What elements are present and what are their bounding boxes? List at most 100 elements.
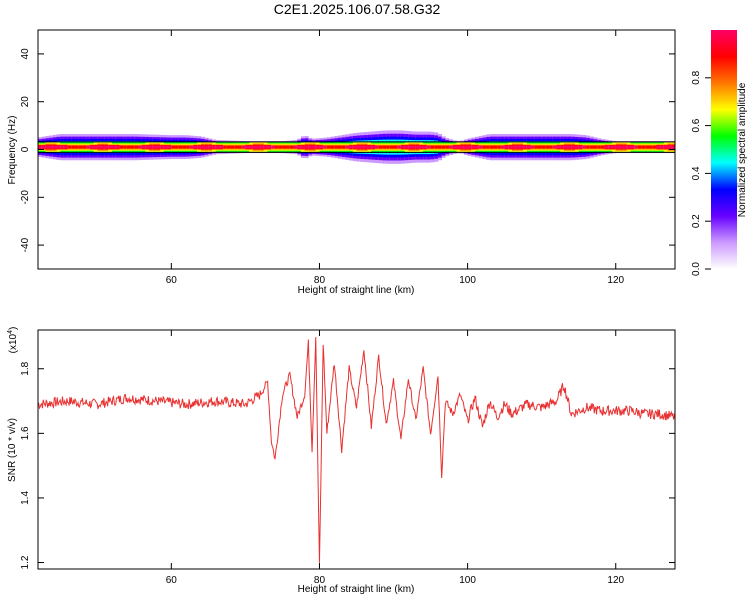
spectrogram-core-cell — [41, 145, 46, 149]
spectrogram-core-cell — [219, 145, 224, 149]
spectrogram-core-cell — [663, 145, 668, 149]
spectrogram-core-cell — [437, 145, 442, 149]
spectrogram-core-cell — [126, 145, 131, 149]
spectrogram-core-cell — [75, 145, 80, 149]
spectrogram-core-cell — [537, 145, 542, 149]
spectrogram-x-tick-label: 120 — [607, 275, 624, 286]
spectrogram-core-cell — [400, 145, 405, 149]
spectrogram-core-cell — [163, 145, 168, 149]
spectrogram-core-cell — [323, 145, 328, 149]
colorbar-ticks: 0.0 0.2 0.4 0.6 0.8 — [691, 70, 711, 276]
spectrogram-x-tick-label: 60 — [166, 275, 178, 286]
spectrogram-y-axis-label: Frequency (Hz) — [7, 116, 18, 185]
colorbar-label: Normalized spectral amplitude — [737, 82, 748, 217]
spectrogram-core-cell — [534, 145, 539, 149]
spectrogram-core-cell — [567, 145, 572, 149]
spectrogram-core-cell — [549, 145, 554, 149]
spectrogram-core-cell — [245, 145, 250, 149]
snr-y-tick-label: 1.8 — [20, 361, 31, 375]
spectrogram-core-cell — [445, 145, 450, 149]
spectrogram-core-cell — [97, 145, 102, 149]
spectrogram-core-cell — [500, 145, 505, 149]
spectrogram-core-cell — [212, 145, 217, 149]
spectrogram-y-tick-label: -40 — [20, 237, 31, 252]
spectrogram-core-cell — [508, 145, 513, 149]
spectrogram-core-cell — [419, 145, 424, 149]
spectrogram-core-cell — [52, 145, 57, 149]
spectrogram-y-tick-label: 0 — [20, 146, 31, 152]
spectrogram-core-cell — [200, 145, 205, 149]
spectrogram-core-cell — [93, 145, 98, 149]
spectrogram-core-cell — [67, 145, 72, 149]
spectrogram-core-cell — [378, 145, 383, 149]
spectrogram-core-cell — [652, 145, 657, 149]
spectrogram-core-cell — [575, 145, 580, 149]
spectrogram-core-cell — [512, 145, 517, 149]
spectrogram-core-cell — [304, 145, 309, 149]
spectrogram-core-cell — [626, 145, 631, 149]
spectrogram-core-cell — [415, 145, 420, 149]
spectrogram-core-cell — [408, 145, 413, 149]
spectrogram-core-cell — [315, 145, 320, 149]
spectrogram-core-cell — [249, 145, 254, 149]
spectrogram-core-cell — [615, 145, 620, 149]
spectrogram-core-cell — [612, 145, 617, 149]
spectrogram-core-cell — [560, 145, 565, 149]
spectrogram-core-cell — [463, 145, 468, 149]
spectrogram-core-cell — [426, 145, 431, 149]
spectrogram-core-cell — [49, 145, 54, 149]
spectrogram-core-cell — [360, 145, 365, 149]
spectrogram-core-cell — [108, 145, 113, 149]
spectrogram-core-cell — [641, 145, 646, 149]
spectrogram-core-cell — [604, 145, 609, 149]
spectrogram-core-cell — [515, 145, 520, 149]
spectrogram-core-cell — [460, 145, 465, 149]
spectrogram-core-cell — [223, 145, 228, 149]
spectrogram-core-cell — [623, 145, 628, 149]
spectrogram-core-cell — [149, 145, 154, 149]
spectrogram-core-cell — [397, 145, 402, 149]
spectrogram-core-cell — [637, 145, 642, 149]
spectrogram-core-cell — [475, 145, 480, 149]
spectrogram-core-cell — [256, 145, 261, 149]
snr-y-tick-label: 1.4 — [20, 491, 31, 505]
spectrogram-core-cell — [630, 145, 635, 149]
spectrogram-core-cell — [441, 145, 446, 149]
spectrogram-core-cell — [545, 145, 550, 149]
spectrogram-core-cell — [382, 145, 387, 149]
spectrogram-core-cell — [345, 145, 350, 149]
spectrogram-core-cell — [393, 145, 398, 149]
spectrogram-core-cell — [430, 145, 435, 149]
snr-y-scale-label: (x104) — [7, 327, 19, 354]
spectrogram-core-cell — [412, 145, 417, 149]
spectrogram-core-cell — [489, 145, 494, 149]
spectrogram-core-cell — [434, 145, 439, 149]
spectrogram-core-cell — [171, 145, 176, 149]
spectrogram-core-cell — [608, 145, 613, 149]
spectrogram-core-cell — [449, 145, 454, 149]
spectrogram-core-cell — [504, 145, 509, 149]
spectrogram-core-cell — [645, 145, 650, 149]
spectrogram-core-cell — [189, 145, 194, 149]
spectrogram-core-cell — [260, 145, 265, 149]
spectrogram-core-cell — [319, 145, 324, 149]
spectrogram-core-cell — [197, 145, 202, 149]
spectrogram-core-cell — [137, 145, 142, 149]
spectrogram-core-cell — [104, 145, 109, 149]
spectrogram-ticks: 60 80 100 120 40 20 0 -20 -40 — [20, 30, 675, 286]
spectrogram-core-cell — [375, 145, 380, 149]
spectrogram-core-cell — [497, 145, 502, 149]
colorbar-tick-label: 0.0 — [691, 262, 702, 276]
spectrogram-core-cell — [352, 145, 357, 149]
spectrogram-core-cell — [478, 145, 483, 149]
spectrogram-core-cell — [215, 145, 220, 149]
spectrogram-core-cell — [119, 145, 124, 149]
colorbar: 0.0 0.2 0.4 0.6 0.8 Normalized spectral ampl… — [691, 30, 748, 276]
spectrogram-core-cell — [282, 145, 287, 149]
spectrogram-core-cell — [330, 145, 335, 149]
spectrogram-core-cell — [386, 145, 391, 149]
spectrogram-core-cell — [312, 145, 317, 149]
snr-x-tick-label: 60 — [166, 575, 178, 586]
spectrogram-core-cell — [308, 145, 313, 149]
